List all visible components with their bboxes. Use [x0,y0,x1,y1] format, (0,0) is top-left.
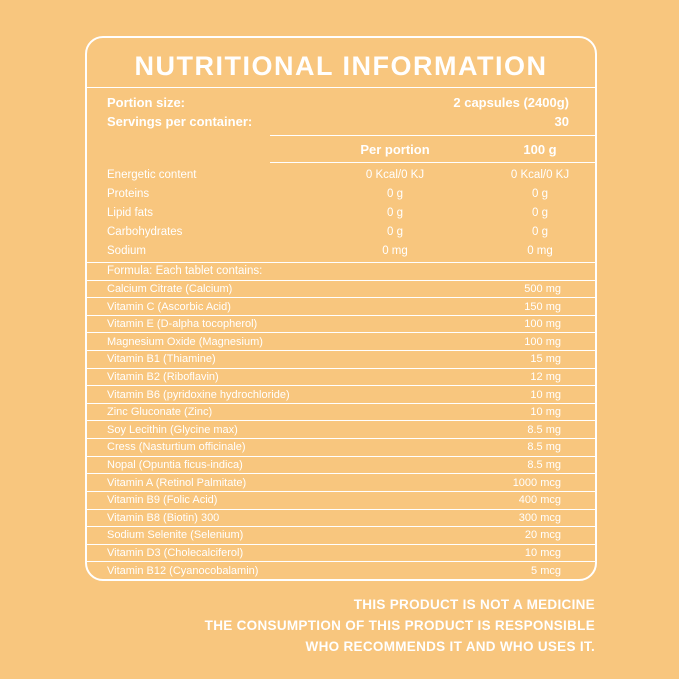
table-row: Lipid fats 0 g 0 g [87,203,595,222]
formula-heading: Formula: Each tablet contains: [107,265,263,278]
ingredient-name: Vitamin A (Retinol Palmitate) [107,476,247,489]
nutrient-per-100g: 0 Kcal/0 KJ [510,168,570,181]
ingredient-name: Calcium Citrate (Calcium) [107,282,233,295]
portion-size-value: 2 capsules (2400g) [453,95,569,110]
list-item: Vitamin A (Retinol Palmitate) 1000 mcg [87,473,595,491]
ingredient-name: Vitamin B1 (Thiamine) [107,353,216,366]
disclaimer-line: THIS PRODUCT IS NOT A MEDICINE [353,597,595,612]
nutrient-name: Energetic content [107,168,197,181]
ingredient-name: Cress (Nasturtium officinale) [107,441,246,454]
nutrient-name: Lipid fats [107,206,154,219]
nutrient-per-100g: 0 g [532,187,548,200]
portion-size-row: Portion size: 2 capsules (2400g) [87,93,595,112]
per-portion-column-header: Per portion [360,141,430,157]
table-header-top-divider [270,135,595,136]
ingredient-name: Soy Lecithin (Glycine max) [107,423,238,436]
ingredient-amount: 400 mcg [518,494,561,507]
ingredient-amount: 12 mg [530,370,561,383]
list-item: Zinc Gluconate (Zinc) 10 mg [87,402,595,421]
list-item: Sodium Selenite (Selenium) 20 mcg [87,526,595,544]
per-100g-column-header: 100 g [523,141,557,157]
disclaimer-line: WHO RECOMMENDS IT AND WHO USES IT. [305,639,595,654]
ingredient-name: Magnesium Oxide (Magnesium) [107,335,263,348]
ingredient-name: Vitamin B6 (pyridoxine hydrochloride) [107,388,290,401]
title-divider [87,87,595,88]
list-item: Cress (Nasturtium officinale) 8.5 mg [87,438,595,456]
list-item: Vitamin B12 (Cyanocobalamin) 5 mcg [87,561,595,579]
portion-block: Portion size: 2 capsules (2400g) Serving… [87,88,595,135]
nutrition-label-box: NUTRITIONAL INFORMATION Portion size: 2 … [85,36,597,581]
list-item: Soy Lecithin (Glycine max) 8.5 mg [87,420,595,438]
list-item: Vitamin C (Ascorbic Acid) 150 mg [87,297,595,315]
formula-section: Formula: Each tablet contains: Calcium C… [87,262,595,579]
nutrient-per-portion: 0 g [387,206,403,219]
ingredient-name: Vitamin E (D-alpha tocopherol) [107,318,258,331]
ingredient-name: Vitamin D3 (Cholecalciferol) [107,547,244,560]
list-item: Magnesium Oxide (Magnesium) 100 mg [87,332,595,350]
ingredient-amount: 15 mg [530,353,561,366]
disclaimer-line: THE CONSUMPTION OF THIS PRODUCT IS RESPO… [204,618,595,633]
ingredient-amount: 500 mg [524,282,561,295]
ingredient-amount: 5 mcg [531,564,561,577]
list-item: Calcium Citrate (Calcium) 500 mg [87,279,595,298]
list-item: Vitamin B2 (Riboflavin) 12 mg [87,367,595,386]
list-item: Vitamin B1 (Thiamine) 15 mg [87,350,595,368]
ingredient-name: Vitamin B12 (Cyanocobalamin) [107,564,259,577]
table-row: Proteins 0 g 0 g [87,184,595,203]
nutrient-per-portion: 0 Kcal/0 KJ [365,168,425,181]
ingredient-name: Nopal (Opuntia ficus-indica) [107,459,243,471]
footer-disclaimer: THIS PRODUCT IS NOT A MEDICINE THE CONSU… [85,594,595,657]
list-item: Vitamin D3 (Cholecalciferol) 10 mcg [87,543,595,562]
nutrient-name: Carbohydrates [107,225,183,238]
nutrient-per-portion: 0 mg [382,244,408,257]
portion-size-label: Portion size: [107,95,186,110]
table-row: Sodium 0 mg 0 mg [87,241,595,260]
ingredient-amount: 150 mg [524,300,561,313]
ingredient-amount: 300 mcg [518,511,561,524]
ingredient-name: Vitamin B8 (Biotin) 300 [107,511,220,524]
servings-value: 30 [554,114,569,129]
nutrient-name: Sodium [107,244,146,257]
ingredient-name: Vitamin B9 (Folic Acid) [107,494,218,507]
list-item: Vitamin B9 (Folic Acid) 400 mcg [87,490,595,509]
ingredient-amount: 10 mg [530,406,561,419]
ingredient-amount: 20 mcg [524,529,561,542]
ingredient-amount: 8.5 mg [527,459,561,471]
ingredient-amount: 10 mcg [524,547,561,560]
nutrient-per-100g: 0 g [532,225,548,238]
table-header-bottom-divider [270,162,595,163]
list-item: Vitamin E (D-alpha tocopherol) 100 mg [87,314,595,333]
nutrient-per-portion: 0 g [387,187,403,200]
ingredient-name: Sodium Selenite (Selenium) [107,529,244,542]
ingredient-amount: 10 mg [530,388,561,401]
table-row: Energetic content 0 Kcal/0 KJ 0 Kcal/0 K… [87,165,595,184]
list-item: Vitamin B6 (pyridoxine hydrochloride) 10… [87,385,595,403]
servings-row: Servings per container: 30 [87,112,595,131]
nutrient-per-portion: 0 g [387,225,403,238]
ingredient-amount: 8.5 mg [527,423,561,436]
list-item: Vitamin B8 (Biotin) 300 300 mcg [87,508,595,527]
ingredient-name: Zinc Gluconate (Zinc) [107,406,213,419]
nutrients-table: Energetic content 0 Kcal/0 KJ 0 Kcal/0 K… [87,163,595,262]
nutrient-per-100g: 0 mg [527,244,553,257]
table-header-row: Per portion 100 g [87,136,595,162]
ingredient-amount: 100 mg [524,318,561,331]
nutrient-name: Proteins [107,187,150,200]
ingredient-amount: 8.5 mg [527,441,561,454]
ingredient-amount: 1000 mcg [512,476,561,489]
ingredient-name: Vitamin B2 (Riboflavin) [107,370,219,383]
label-title: NUTRITIONAL INFORMATION [134,51,548,81]
servings-label: Servings per container: [107,114,253,129]
ingredient-name: Vitamin C (Ascorbic Acid) [107,300,231,313]
ingredient-amount: 100 mg [524,335,561,348]
list-item: Nopal (Opuntia ficus-indica) 8.5 mg [87,455,595,474]
table-row: Carbohydrates 0 g 0 g [87,222,595,241]
nutrient-per-100g: 0 g [532,206,548,219]
